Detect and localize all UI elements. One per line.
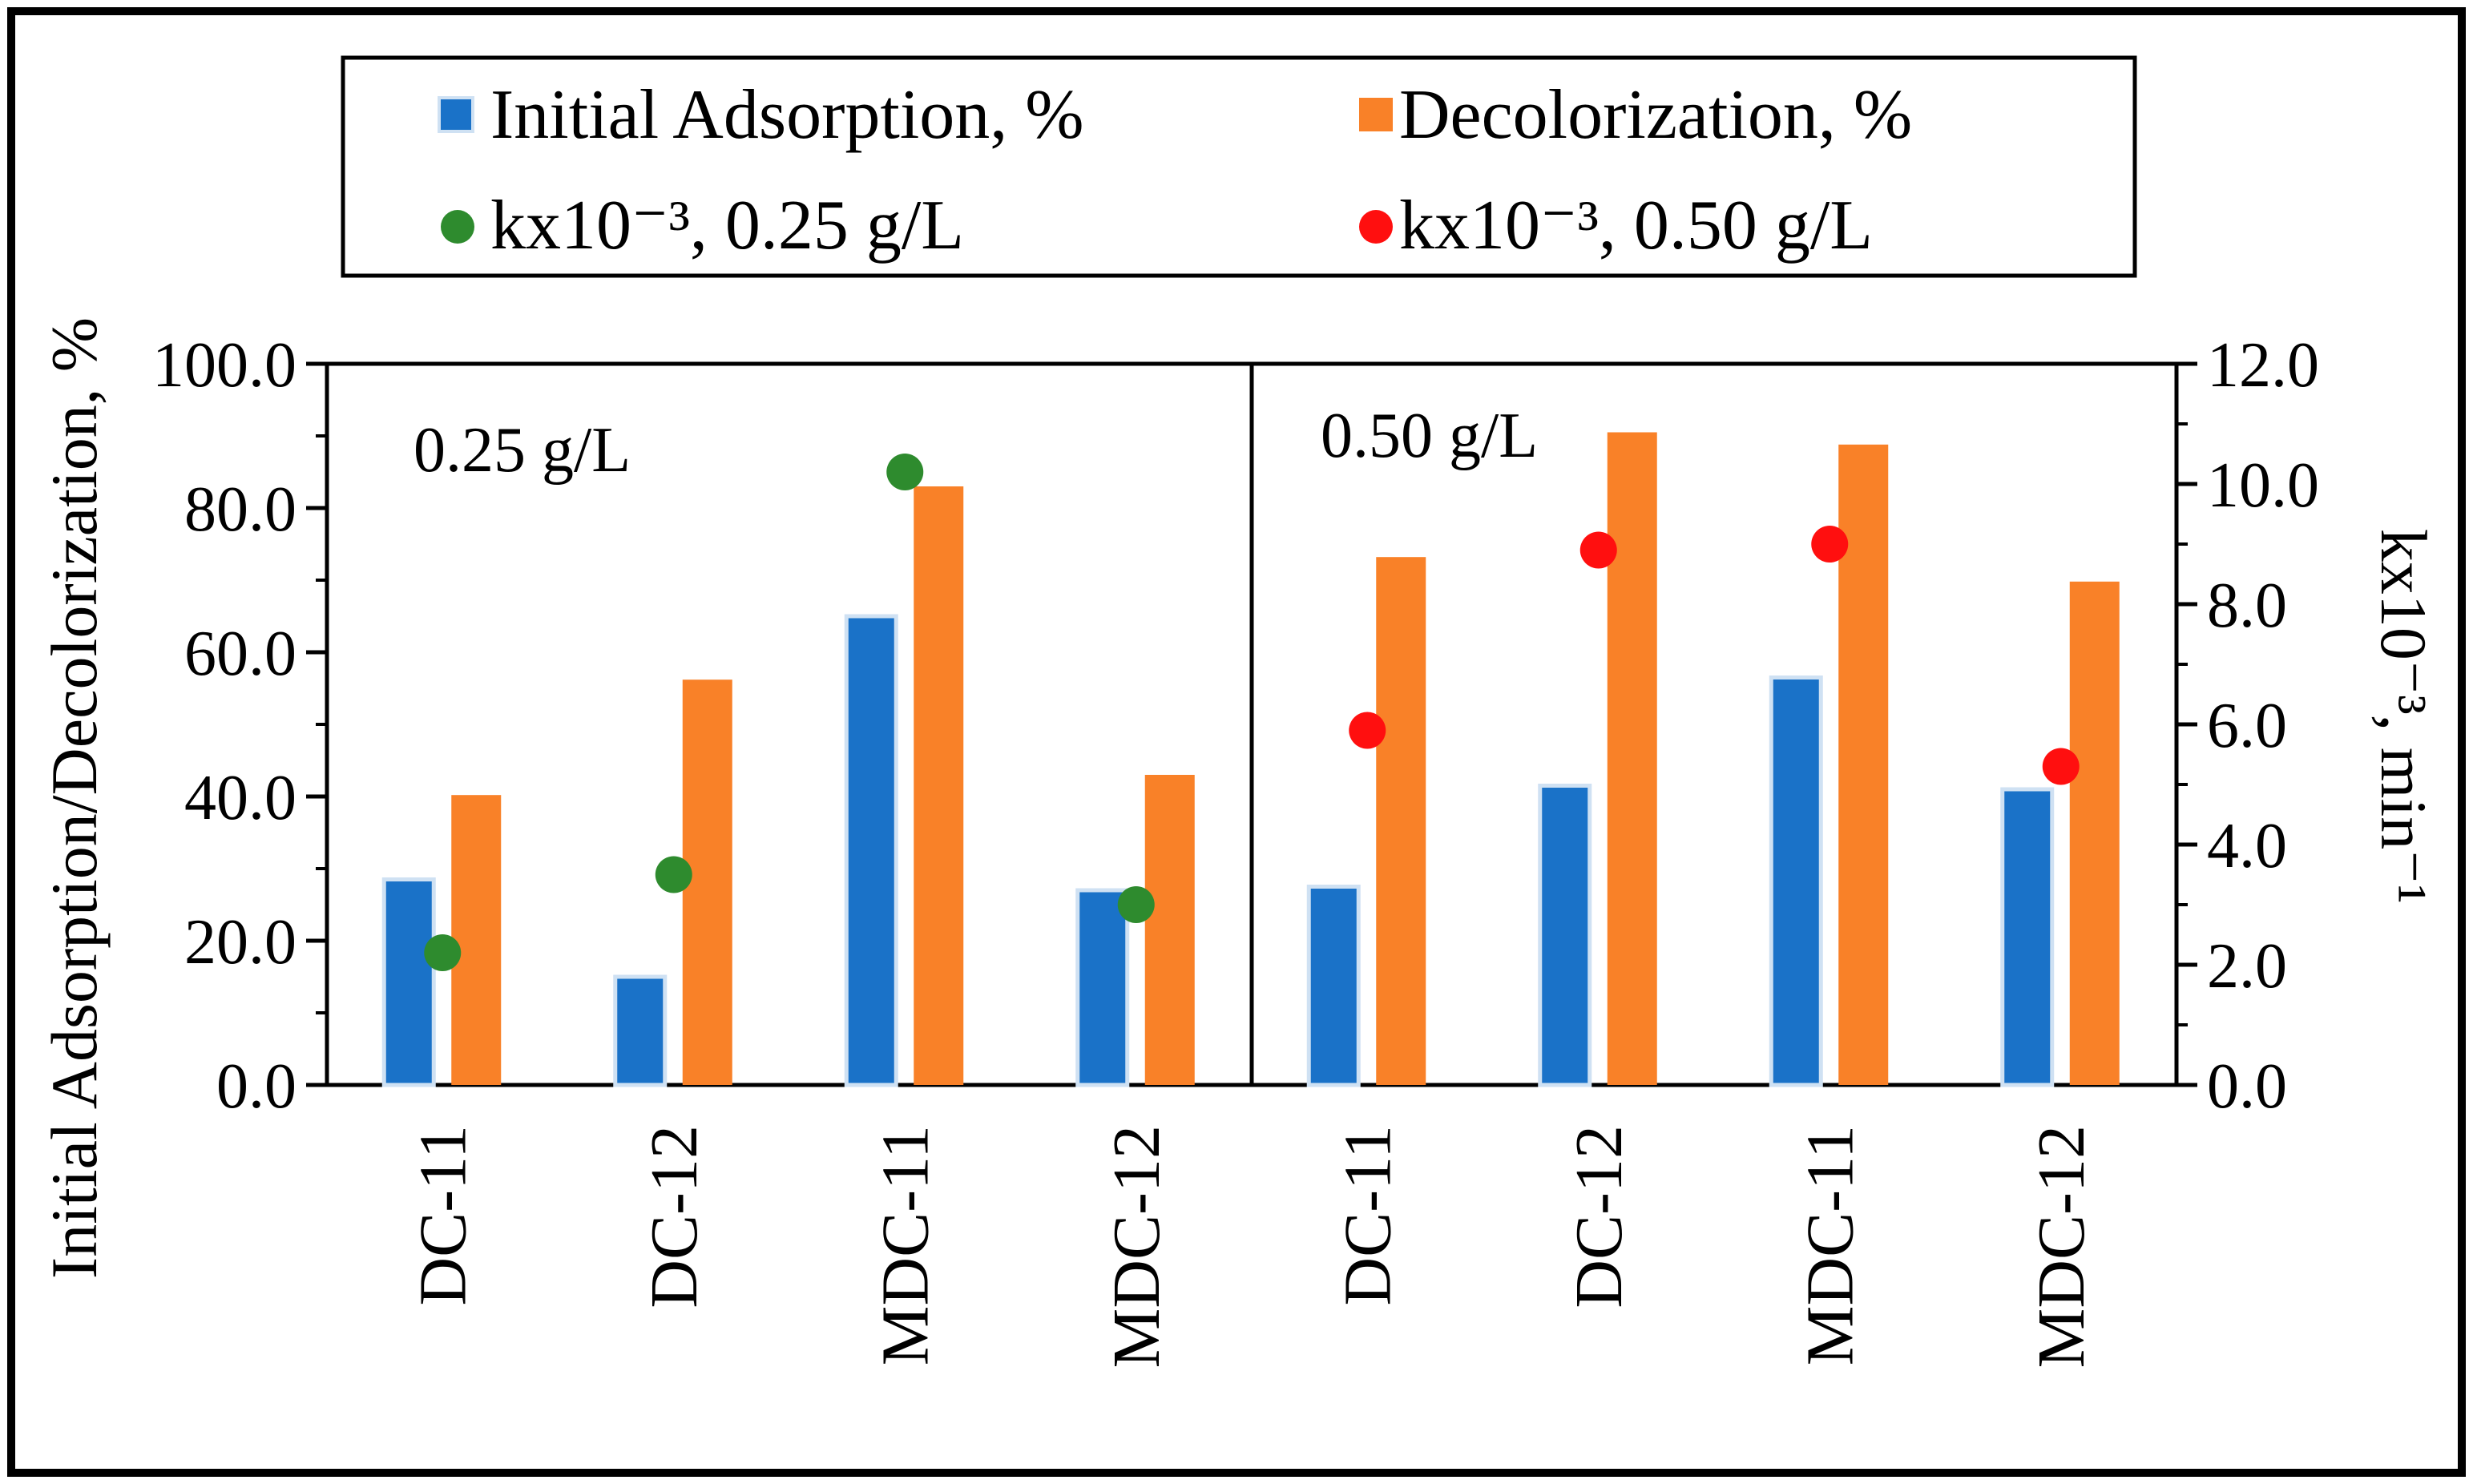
legend: Initial Adsorption, % Decolorization, % … (341, 55, 2137, 278)
bar-initial-adsorption (1306, 885, 1361, 1087)
panel-label-025: 0.25 g/L (414, 415, 631, 486)
marker-k-050 (1811, 526, 1849, 563)
y-left-tick-label: 20.0 (184, 907, 297, 978)
bar-decolorization (1376, 557, 1426, 1085)
bar-initial-adsorption (2000, 787, 2055, 1087)
marker-k-050 (2042, 748, 2080, 785)
bar-decolorization (914, 486, 964, 1085)
x-category-label: MDC-11 (868, 1125, 942, 1365)
legend-swatch-decolorization (1359, 98, 1393, 131)
bar-initial-adsorption (844, 614, 898, 1087)
figure-border (7, 7, 2466, 1477)
marker-k-050 (1579, 531, 1617, 569)
bar-initial-adsorption (1538, 784, 1592, 1087)
panel-label-050: 0.50 g/L (1321, 401, 1538, 471)
legend-label-decolorization: Decolorization, % (1399, 76, 1912, 154)
x-category-label: MDC-11 (1793, 1125, 1867, 1365)
legend-label-k-050: kx10⁻³, 0.50 g/L (1399, 187, 1873, 264)
bar-decolorization (682, 679, 732, 1085)
y-right-tick-label: 6.0 (2207, 691, 2287, 761)
x-category-label: DC-12 (637, 1125, 712, 1309)
legend-box (341, 55, 2137, 278)
y-right-tick-label: 12.0 (2207, 330, 2319, 401)
bar-decolorization (2069, 581, 2120, 1085)
y-axis-right-title: kx10⁻³, min⁻¹ (2367, 529, 2440, 904)
bar-decolorization (1838, 444, 1889, 1085)
bar-decolorization (451, 795, 502, 1085)
legend-label-k-025: kx10⁻³, 0.25 g/L (490, 187, 964, 264)
x-category-label: MDC-12 (2024, 1125, 2099, 1368)
y-right-tick-label: 4.0 (2207, 811, 2287, 881)
legend-label-initial-adsorption: Initial Adsorption, % (490, 76, 1084, 154)
marker-k-025 (886, 454, 924, 490)
marker-k-025 (1117, 886, 1155, 923)
y-right-tick-label: 2.0 (2207, 931, 2287, 1002)
y-right-tick-label: 0.0 (2207, 1051, 2287, 1122)
x-category-label: MDC-12 (1099, 1125, 1174, 1368)
bar-initial-adsorption (1075, 888, 1130, 1087)
bar-decolorization (1144, 775, 1195, 1085)
plot-area: 0.0 20.0 40.0 60.0 80.0 100.0 0.0 2.0 4.0 6.0 8.0 1… (152, 330, 2319, 1368)
legend-marker-k-050 (1359, 210, 1393, 244)
y-axis-left-title: Initial Adsorption/Decolorization, % (38, 317, 111, 1279)
x-category-label: DC-11 (405, 1125, 480, 1306)
bar-initial-adsorption (381, 877, 436, 1087)
y-left-tick-label: 100.0 (152, 330, 297, 401)
legend-swatch-initial-adsorption (438, 96, 474, 133)
bar-initial-adsorption (1769, 675, 1823, 1087)
marker-k-025 (424, 934, 462, 971)
bar-initial-adsorption (613, 974, 668, 1087)
y-left-tick-label: 60.0 (184, 619, 297, 689)
y-left-tick-label: 40.0 (184, 763, 297, 833)
y-left-tick-label: 0.0 (216, 1051, 297, 1122)
y-left-tick-label: 80.0 (184, 474, 297, 545)
legend-marker-k-025 (441, 210, 474, 244)
y-right-tick-label: 8.0 (2207, 571, 2287, 641)
marker-k-025 (655, 856, 692, 893)
marker-k-050 (1349, 712, 1386, 749)
x-category-label: DC-11 (1330, 1125, 1405, 1306)
y-right-tick-label: 10.0 (2207, 450, 2319, 521)
x-category-label: DC-12 (1562, 1125, 1636, 1309)
bar-decolorization (1607, 432, 1657, 1085)
